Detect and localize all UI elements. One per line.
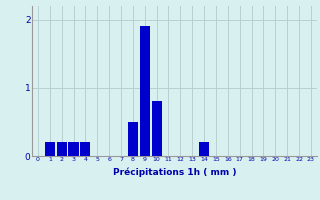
Bar: [80, 142, 91, 156]
Bar: [68, 142, 79, 156]
Bar: [45, 142, 55, 156]
Bar: [57, 142, 67, 156]
X-axis label: Précipitations 1h ( mm ): Précipitations 1h ( mm ): [113, 168, 236, 177]
Bar: [152, 101, 162, 156]
Bar: [140, 26, 150, 156]
Bar: [199, 142, 209, 156]
Bar: [128, 122, 138, 156]
